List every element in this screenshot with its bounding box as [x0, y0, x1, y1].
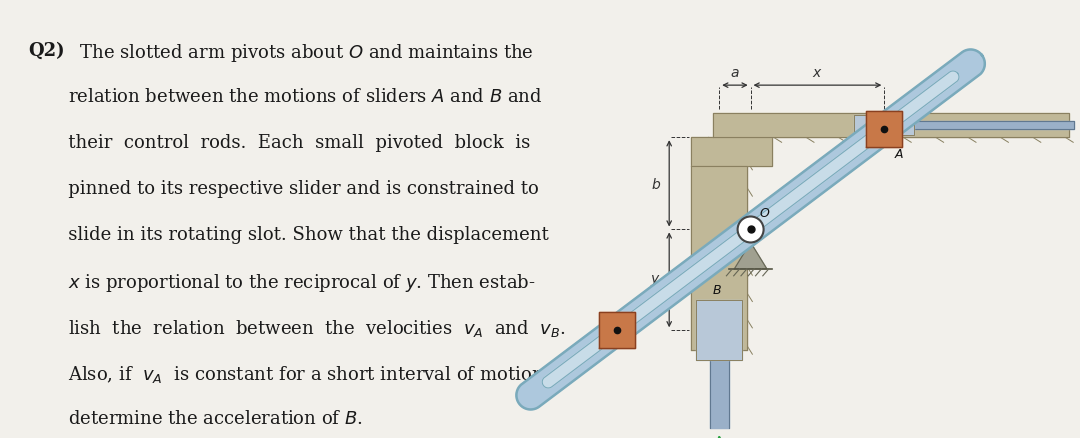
Polygon shape: [854, 116, 915, 136]
Circle shape: [738, 217, 764, 243]
Text: $B$: $B$: [713, 283, 723, 297]
Text: determine the acceleration of $B$.: determine the acceleration of $B$.: [28, 409, 363, 427]
Polygon shape: [697, 300, 742, 360]
Text: slide in its rotating slot. Show that the displacement: slide in its rotating slot. Show that th…: [28, 226, 549, 244]
Text: $x$ is proportional to the reciprocal of $y$. Then estab-: $x$ is proportional to the reciprocal of…: [28, 272, 536, 293]
Text: $x$: $x$: [812, 66, 823, 80]
Polygon shape: [516, 50, 985, 410]
Text: Also, if  $v_A$  is constant for a short interval of motion,: Also, if $v_A$ is constant for a short i…: [28, 363, 549, 384]
Text: $b$: $b$: [651, 177, 661, 191]
Text: pinned to its respective slider and is constrained to: pinned to its respective slider and is c…: [28, 180, 539, 198]
Text: their  control  rods.  Each  small  pivoted  block  is: their control rods. Each small pivoted b…: [28, 134, 530, 152]
Text: relation between the motions of sliders $A$ and $B$ and: relation between the motions of sliders …: [28, 88, 542, 106]
Polygon shape: [713, 114, 1069, 138]
Text: $O$: $O$: [758, 207, 770, 220]
Polygon shape: [734, 243, 767, 269]
Polygon shape: [542, 72, 959, 388]
Text: $a$: $a$: [730, 66, 740, 80]
Text: $y$: $y$: [650, 273, 661, 288]
Text: lish  the  relation  between  the  velocities  $v_A$  and  $v_B$.: lish the relation between the velocities…: [28, 317, 566, 338]
Text: Q2): Q2): [28, 42, 65, 60]
Polygon shape: [599, 313, 635, 348]
Polygon shape: [691, 138, 772, 166]
Polygon shape: [710, 360, 729, 428]
Text: The slotted arm pivots about $O$ and maintains the: The slotted arm pivots about $O$ and mai…: [75, 42, 534, 64]
Polygon shape: [915, 122, 1075, 130]
Polygon shape: [691, 166, 747, 350]
Text: $A$: $A$: [894, 148, 905, 160]
Polygon shape: [866, 112, 902, 147]
